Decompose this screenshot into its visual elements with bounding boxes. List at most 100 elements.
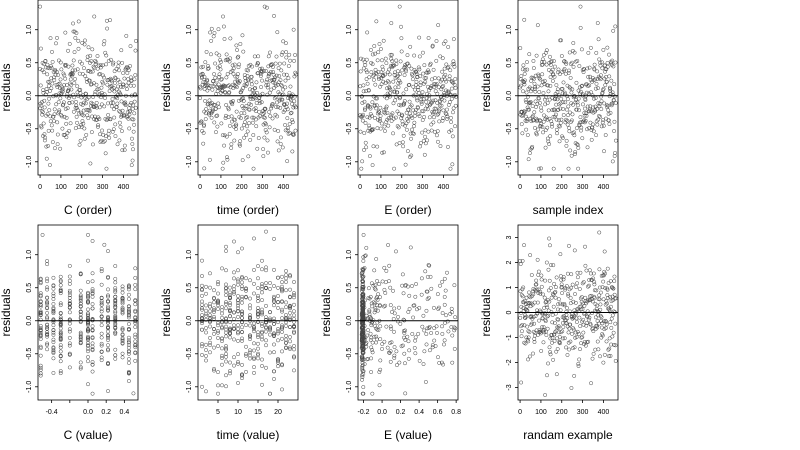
scatter-point bbox=[51, 302, 56, 306]
scatter-point bbox=[204, 83, 209, 88]
scatter-point bbox=[66, 64, 71, 69]
scatter-point bbox=[259, 85, 263, 90]
scatter-point bbox=[449, 325, 454, 330]
x-tick-label: 400 bbox=[118, 184, 130, 191]
x-axis-label: time (value) bbox=[217, 428, 280, 442]
scatter-point bbox=[204, 326, 208, 331]
scatter-point bbox=[292, 354, 296, 359]
scatter-point bbox=[404, 87, 409, 92]
scatter-point bbox=[598, 73, 603, 78]
y-tick-label: -0.5 bbox=[26, 123, 33, 135]
scatter-point bbox=[374, 71, 378, 75]
x-axis-label: C (order) bbox=[64, 203, 112, 217]
scatter-point bbox=[399, 24, 403, 29]
scatter-point bbox=[280, 299, 284, 304]
scatter-point bbox=[89, 130, 94, 135]
scatter-point bbox=[200, 299, 204, 304]
scatter-point bbox=[248, 87, 252, 92]
scatter-point bbox=[280, 309, 284, 314]
scatter-point bbox=[86, 349, 90, 354]
scatter-point bbox=[78, 312, 83, 317]
scatter-point bbox=[384, 104, 389, 109]
scatter-point bbox=[94, 82, 99, 87]
scatter-point bbox=[377, 41, 382, 46]
scatter-point bbox=[394, 349, 399, 354]
scatter-point bbox=[361, 259, 366, 263]
y-tick-label: -0.5 bbox=[506, 123, 513, 135]
scatter-point bbox=[597, 267, 602, 272]
scatter-point bbox=[447, 129, 452, 134]
scatter-point bbox=[364, 68, 369, 73]
scatter-point bbox=[383, 303, 388, 308]
scatter-point bbox=[441, 41, 446, 46]
scatter-point bbox=[99, 331, 104, 336]
scatter-point bbox=[49, 123, 54, 128]
scatter-point bbox=[288, 306, 292, 311]
scatter-point bbox=[557, 334, 562, 339]
scatter-point bbox=[406, 339, 411, 344]
scatter-point bbox=[542, 306, 547, 310]
y-tick-label: 0.5 bbox=[26, 58, 33, 68]
scatter-point bbox=[609, 316, 614, 321]
scatter-point bbox=[544, 62, 549, 67]
scatter-point bbox=[262, 69, 266, 74]
scatter-point bbox=[103, 116, 108, 121]
scatter-point bbox=[604, 322, 609, 327]
scatter-point bbox=[453, 124, 458, 129]
scatter-point bbox=[606, 111, 611, 116]
scatter-point bbox=[87, 109, 92, 114]
scatter-point bbox=[126, 285, 131, 290]
scatter-point bbox=[248, 137, 253, 142]
scatter-point bbox=[389, 21, 394, 26]
scatter-point bbox=[126, 310, 131, 315]
scatter-point bbox=[556, 325, 561, 330]
scatter-point bbox=[420, 50, 425, 55]
scatter-point bbox=[250, 120, 255, 125]
scatter-point bbox=[120, 332, 125, 337]
scatter-point bbox=[202, 122, 207, 127]
scatter-point bbox=[573, 100, 578, 105]
scatter-point bbox=[126, 351, 131, 356]
scatter-point bbox=[228, 56, 233, 61]
scatter-point bbox=[377, 75, 382, 80]
scatter-point bbox=[551, 72, 556, 77]
scatter-point bbox=[243, 120, 247, 125]
scatter-point bbox=[216, 27, 221, 32]
scatter-point bbox=[104, 166, 109, 171]
scatter-point bbox=[409, 153, 414, 158]
scatter-point bbox=[531, 351, 535, 356]
scatter-point bbox=[103, 151, 108, 156]
scatter-point bbox=[551, 304, 556, 309]
scatter-point bbox=[450, 162, 455, 167]
scatter-point bbox=[90, 142, 95, 147]
scatter-point bbox=[117, 68, 121, 73]
scatter-point bbox=[364, 313, 369, 318]
scatter-point bbox=[400, 122, 405, 127]
scatter-point bbox=[109, 100, 114, 105]
scatter-point bbox=[276, 358, 280, 363]
scatter-point bbox=[597, 293, 602, 298]
scatter-point bbox=[363, 140, 368, 145]
scatter-point bbox=[235, 55, 240, 60]
scatter-point bbox=[580, 335, 585, 339]
scatter-point bbox=[231, 71, 236, 76]
scatter-point bbox=[401, 91, 406, 96]
scatter-point bbox=[115, 142, 120, 147]
scatter-point bbox=[58, 331, 63, 336]
scatter-point bbox=[606, 103, 610, 108]
scatter-point bbox=[444, 62, 449, 67]
scatter-point bbox=[228, 290, 232, 295]
plot-frame bbox=[37, 0, 139, 176]
scatter-point bbox=[287, 90, 292, 95]
scatter-point bbox=[556, 67, 561, 72]
scatter-point bbox=[58, 60, 63, 65]
scatter-point bbox=[612, 274, 617, 279]
scatter-point bbox=[42, 138, 47, 143]
scatter-point bbox=[537, 76, 542, 81]
x-tick-label: 400 bbox=[598, 409, 610, 416]
scatter-point bbox=[267, 90, 272, 95]
scatter-point bbox=[610, 90, 615, 95]
scatter-point bbox=[371, 127, 376, 132]
scatter-point bbox=[248, 303, 252, 308]
scatter-point bbox=[237, 79, 242, 84]
